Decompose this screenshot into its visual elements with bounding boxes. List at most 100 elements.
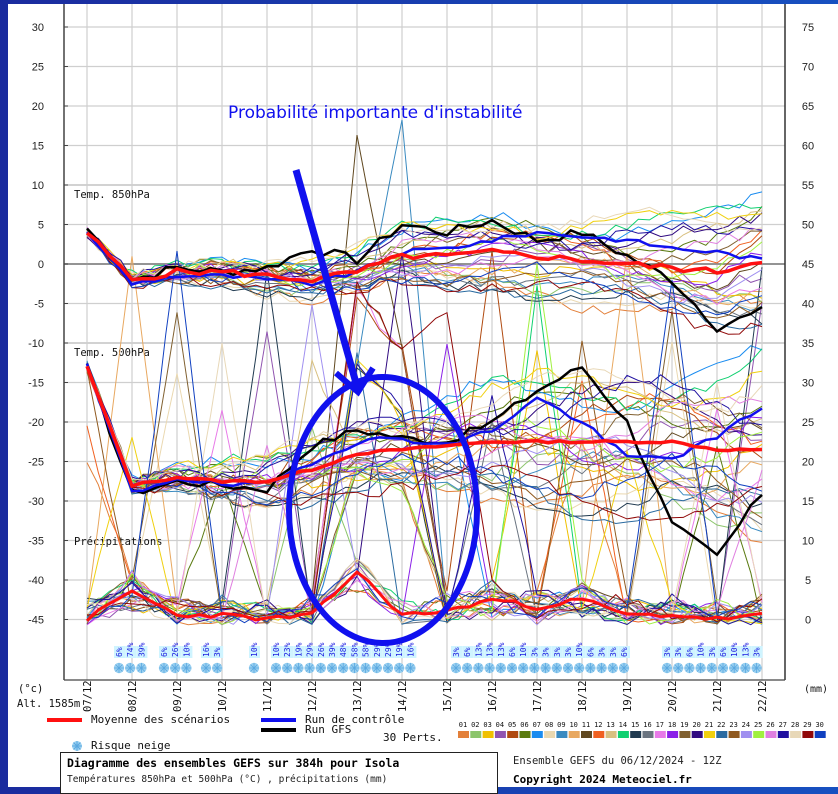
svg-text:-15: -15: [28, 378, 44, 390]
svg-text:6%: 6%: [620, 647, 629, 657]
svg-text:0: 0: [38, 259, 44, 271]
svg-text:20/12: 20/12: [667, 680, 679, 712]
svg-text:29%: 29%: [306, 642, 315, 657]
svg-text:40: 40: [802, 299, 814, 311]
svg-text:07/12: 07/12: [82, 680, 94, 712]
svg-text:19: 19: [680, 721, 688, 729]
svg-text:10%: 10%: [272, 642, 281, 657]
svg-text:04: 04: [496, 721, 504, 729]
perturbation-color-legend: 01 02 03 04 05 06 07 08 09 10 11 12 13 14 15 16 17 18 19 20…: [458, 721, 826, 738]
svg-text:-25: -25: [28, 457, 44, 469]
svg-text:35: 35: [802, 338, 814, 350]
svg-text:-40: -40: [28, 575, 44, 587]
svg-text:26%: 26%: [171, 642, 180, 657]
svg-text:11/12: 11/12: [262, 680, 274, 712]
svg-text:28: 28: [791, 721, 799, 729]
svg-text:70: 70: [802, 62, 814, 74]
svg-text:12: 12: [594, 721, 602, 729]
svg-text:10%: 10%: [697, 642, 706, 657]
svg-text:25: 25: [32, 62, 44, 74]
mean-legend-swatch: [47, 718, 82, 722]
control-legend-swatch: [261, 718, 296, 722]
svg-text:3%: 3%: [663, 647, 672, 657]
gfs-run-850-line: [86, 218, 763, 334]
perts-legend-label: 30 Perts.: [383, 731, 443, 744]
svg-text:12/12: 12/12: [307, 680, 319, 712]
svg-text:13%: 13%: [474, 642, 483, 657]
svg-text:22: 22: [717, 721, 725, 729]
svg-text:3%: 3%: [553, 647, 562, 657]
t500-label: Temp. 500hPa: [74, 347, 150, 359]
svg-text:13%: 13%: [741, 642, 750, 657]
svg-text:48%: 48%: [339, 642, 348, 657]
svg-text:39%: 39%: [328, 642, 337, 657]
svg-text:65: 65: [802, 101, 814, 113]
svg-text:60: 60: [802, 141, 814, 153]
svg-text:-20: -20: [28, 417, 44, 429]
control-legend-label: Run de contrôle: [305, 713, 405, 726]
footer-title: Diagramme des ensembles GEFS sur 384h po…: [67, 756, 400, 770]
svg-text:17/12: 17/12: [532, 680, 544, 712]
altitude-label: Alt. 1585m: [17, 698, 80, 710]
svg-text:10%: 10%: [730, 642, 739, 657]
svg-text:30: 30: [802, 378, 814, 390]
svg-text:25: 25: [802, 417, 814, 429]
svg-text:58%: 58%: [350, 642, 359, 657]
svg-text:3%: 3%: [674, 647, 683, 657]
copyright: Copyright 2024 Meteociel.fr: [513, 773, 692, 786]
left-axis-ticks: 30 25 20 15 10 5 0 -5 -10 -15 -20 -25 -30 -35 -40 -45: [28, 22, 68, 627]
svg-text:3%: 3%: [609, 647, 618, 657]
svg-text:6%: 6%: [685, 647, 694, 657]
svg-text:05: 05: [508, 721, 516, 729]
svg-text:-35: -35: [28, 536, 44, 548]
snow-risk-markers: 6% 74% 39% 6% 26% 10% 16% 3% 10% 10% 23% 19% 29% 26% 3…: [113, 642, 763, 674]
svg-text:11: 11: [582, 721, 590, 729]
svg-text:10%: 10%: [575, 642, 584, 657]
svg-text:39%: 39%: [137, 642, 146, 657]
svg-text:01: 01: [459, 721, 467, 729]
svg-text:10%: 10%: [250, 642, 259, 657]
svg-text:15: 15: [802, 496, 814, 508]
svg-text:22/12: 22/12: [757, 680, 769, 712]
left-unit-label: (°c): [18, 683, 43, 695]
svg-text:3%: 3%: [530, 647, 539, 657]
svg-text:3%: 3%: [564, 647, 573, 657]
svg-text:19%: 19%: [294, 642, 303, 657]
svg-text:23: 23: [729, 721, 737, 729]
svg-text:16/12: 16/12: [487, 680, 499, 712]
svg-text:02: 02: [471, 721, 479, 729]
svg-text:58%: 58%: [362, 642, 371, 657]
t850-label: Temp. 850hPa: [74, 189, 150, 201]
svg-text:14: 14: [619, 721, 627, 729]
svg-text:19/12: 19/12: [622, 680, 634, 712]
svg-text:20: 20: [32, 101, 44, 113]
svg-text:27: 27: [779, 721, 787, 729]
svg-text:14/12: 14/12: [397, 680, 409, 712]
svg-text:13/12: 13/12: [352, 680, 364, 712]
svg-text:15: 15: [32, 141, 44, 153]
control-run-500-line: [85, 363, 763, 493]
gfs-legend-label: Run GFS: [305, 723, 352, 736]
right-unit-label: (mm): [804, 684, 828, 695]
svg-text:15: 15: [631, 721, 639, 729]
svg-text:24: 24: [742, 721, 750, 729]
snow-legend-label: Risque neige: [91, 739, 171, 752]
footer-subtitle: Températures 850hPa et 500hPa (°C) , pré…: [67, 774, 388, 785]
svg-text:3%: 3%: [753, 647, 762, 657]
annotation-text: Probabilité importante d'instabilité: [228, 103, 523, 123]
svg-text:6%: 6%: [719, 647, 728, 657]
svg-text:19%: 19%: [395, 642, 404, 657]
svg-text:10%: 10%: [519, 642, 528, 657]
svg-text:6%: 6%: [586, 647, 595, 657]
svg-text:6%: 6%: [508, 647, 517, 657]
svg-text:17: 17: [656, 721, 664, 729]
svg-text:29%: 29%: [384, 642, 393, 657]
svg-text:10/12: 10/12: [217, 680, 229, 712]
svg-text:10: 10: [32, 180, 44, 192]
svg-text:03: 03: [483, 721, 491, 729]
svg-text:10%: 10%: [182, 642, 191, 657]
mean-precip-line: [85, 570, 763, 622]
svg-text:10: 10: [569, 721, 577, 729]
instability-annotation: [286, 169, 480, 646]
